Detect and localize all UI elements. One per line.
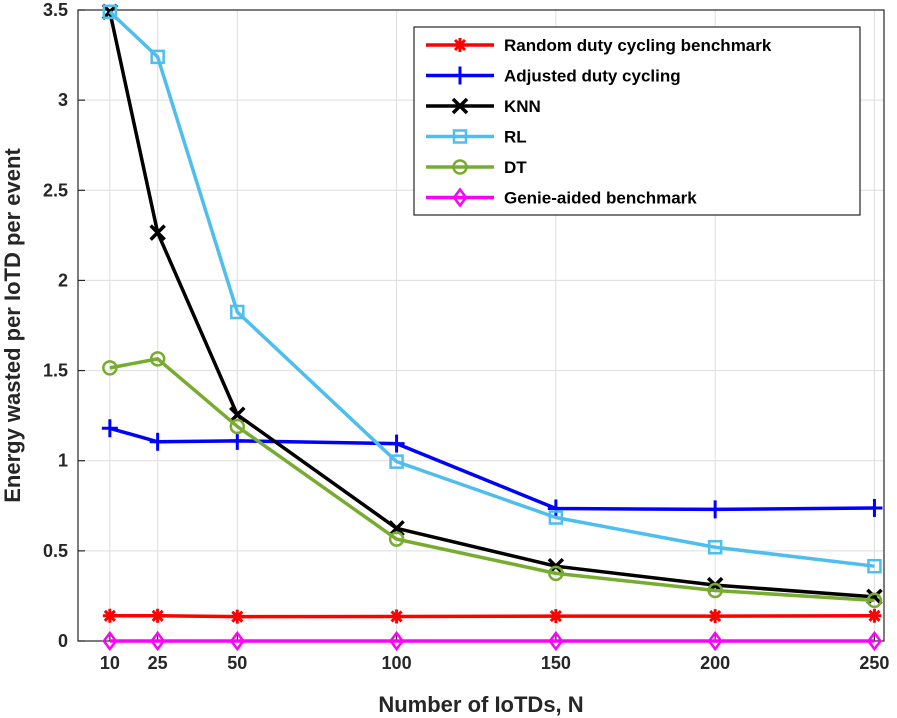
legend-label: Adjusted duty cycling bbox=[504, 67, 681, 86]
series-line bbox=[109, 426, 875, 512]
legend-label: RL bbox=[504, 128, 527, 147]
legend-marker bbox=[452, 159, 468, 175]
y-tick-label: 3.5 bbox=[43, 0, 68, 20]
series-plus bbox=[101, 419, 883, 519]
y-tick-label: 3 bbox=[58, 90, 68, 110]
y-tick-label: 2.5 bbox=[43, 180, 68, 200]
series-line bbox=[109, 614, 875, 619]
y-axis-ticks: 0 0.5 1 1.5 2 2.5 3 3.5 bbox=[43, 0, 85, 651]
data-point bbox=[866, 592, 883, 609]
data-point bbox=[548, 510, 564, 525]
data-point bbox=[229, 630, 245, 652]
data-point bbox=[150, 630, 166, 652]
legend-item: Adjusted duty cycling bbox=[426, 66, 681, 86]
series-diamond bbox=[102, 630, 883, 652]
y-tick-label: 1 bbox=[58, 451, 68, 471]
legend-label: DT bbox=[504, 158, 527, 177]
legend-item: DT bbox=[426, 158, 527, 177]
x-tick-label: 25 bbox=[148, 653, 168, 673]
x-tick-label: 250 bbox=[859, 653, 889, 673]
x-tick-label: 100 bbox=[382, 653, 412, 673]
data-point bbox=[549, 610, 562, 623]
series-asterisk bbox=[102, 608, 882, 624]
data-point bbox=[866, 630, 883, 652]
series-group bbox=[101, 3, 883, 652]
data-point bbox=[102, 360, 118, 376]
x-tick-label: 10 bbox=[100, 653, 120, 673]
data-point bbox=[707, 630, 723, 652]
data-point bbox=[229, 418, 246, 435]
data-point bbox=[149, 351, 166, 367]
data-point bbox=[101, 3, 119, 21]
legend-marker bbox=[451, 97, 469, 115]
y-axis-label: Energy wasted per IoTD per event bbox=[0, 148, 25, 503]
data-point bbox=[389, 630, 405, 652]
data-point bbox=[103, 609, 116, 622]
series-circle bbox=[102, 351, 883, 609]
legend-marker bbox=[452, 187, 468, 208]
data-point bbox=[230, 304, 245, 320]
data-point bbox=[707, 582, 723, 599]
x-axis-label: Number of IoTDs, N bbox=[378, 692, 583, 717]
x-tick-label: 200 bbox=[700, 653, 730, 673]
x-tick-label: 50 bbox=[227, 653, 247, 673]
series-line bbox=[108, 10, 875, 568]
legend-item: Genie-aided benchmark bbox=[426, 187, 697, 208]
series-line bbox=[109, 357, 875, 603]
legend-marker bbox=[452, 129, 468, 144]
legend-item: KNN bbox=[426, 97, 541, 116]
data-point bbox=[231, 610, 244, 623]
legend: Random duty cycling benchmark Adjusted du… bbox=[413, 26, 861, 216]
series-square bbox=[102, 4, 882, 574]
data-point bbox=[149, 224, 166, 241]
legend-box bbox=[413, 26, 861, 216]
x-tick-label: 150 bbox=[541, 653, 571, 673]
data-point bbox=[868, 609, 881, 622]
data-point bbox=[707, 540, 723, 555]
legend-label: KNN bbox=[504, 97, 541, 116]
data-point bbox=[229, 406, 246, 423]
data-point bbox=[150, 49, 165, 65]
data-point bbox=[389, 454, 404, 469]
data-point bbox=[548, 630, 564, 652]
data-point bbox=[709, 610, 722, 623]
data-point bbox=[388, 531, 405, 547]
y-tick-label: 2 bbox=[58, 270, 68, 290]
legend-item: Random duty cycling benchmark bbox=[426, 36, 772, 55]
y-tick-label: 0 bbox=[58, 631, 68, 651]
y-tick-label: 1.5 bbox=[43, 361, 68, 381]
legend-label: Random duty cycling benchmark bbox=[504, 36, 772, 55]
data-point bbox=[867, 558, 882, 574]
data-point bbox=[102, 630, 118, 652]
data-point bbox=[390, 610, 403, 623]
legend-marker bbox=[453, 38, 467, 52]
x-axis-ticks: 10 25 50 100 150 200 250 bbox=[100, 634, 889, 673]
data-point bbox=[548, 565, 564, 582]
data-point bbox=[102, 4, 118, 20]
y-tick-label: 0.5 bbox=[43, 541, 68, 561]
legend-label: Genie-aided benchmark bbox=[504, 189, 697, 208]
legend-item: RL bbox=[426, 128, 527, 147]
data-point bbox=[151, 609, 164, 622]
